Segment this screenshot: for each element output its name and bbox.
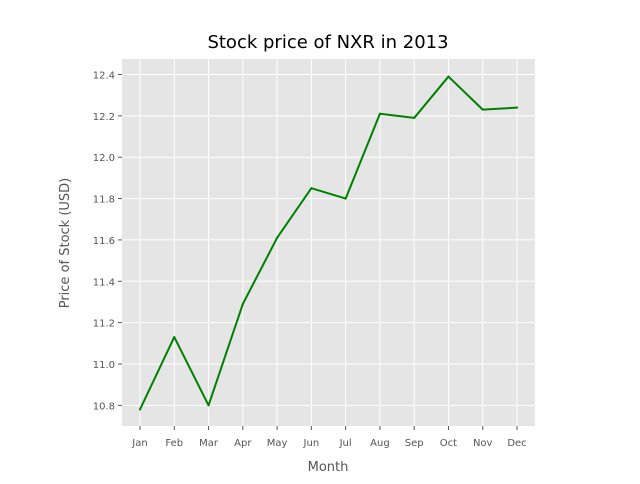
- data-point: [447, 75, 450, 78]
- data-point: [241, 303, 244, 306]
- x-tick-label: Jan: [131, 438, 147, 449]
- x-tick-label: Feb: [165, 438, 183, 449]
- y-tick-label: 12.4: [93, 71, 115, 82]
- data-point: [378, 112, 381, 115]
- y-axis-label: Price of Stock (USD): [58, 178, 73, 309]
- x-tick-label: Aug: [370, 438, 390, 449]
- data-point: [344, 197, 347, 200]
- x-tick-label: Mar: [199, 438, 219, 449]
- x-tick-label: Dec: [507, 438, 526, 449]
- data-points: [139, 75, 518, 411]
- grid-lines: [122, 59, 535, 426]
- data-point: [310, 187, 313, 190]
- x-tick-label: Nov: [473, 438, 493, 449]
- x-tick-label: Jul: [339, 438, 352, 449]
- data-point: [207, 404, 210, 407]
- y-tick-label: 11.0: [93, 360, 115, 371]
- data-point: [139, 408, 141, 411]
- data-point: [276, 236, 279, 239]
- y-tick-label: 12.0: [93, 153, 115, 164]
- y-tick-label: 12.2: [93, 112, 115, 123]
- x-tick-label: Sep: [405, 438, 424, 449]
- axis-ticks: Jan Feb Mar Apr May Jun Jul Aug Sep Oct Nov Dec 10.8…: [93, 71, 527, 449]
- x-tick-label: Oct: [440, 438, 457, 449]
- y-tick-label: 10.8: [93, 401, 115, 412]
- y-tick-label: 11.6: [93, 236, 115, 247]
- x-tick-label: Apr: [234, 438, 252, 449]
- chart-title: Stock price of NXR in 2013: [207, 32, 448, 53]
- x-tick-label: May: [267, 438, 288, 449]
- data-point: [413, 116, 416, 119]
- x-axis-label: Month: [308, 460, 349, 475]
- y-tick-label: 11.8: [93, 195, 115, 206]
- data-point: [173, 336, 176, 339]
- x-tick-label: Jun: [303, 438, 320, 449]
- y-tick-label: 11.4: [93, 277, 115, 288]
- y-tick-label: 11.2: [93, 319, 115, 330]
- series-line: [139, 75, 518, 411]
- plot-area: [122, 59, 535, 426]
- data-point: [516, 106, 518, 109]
- data-point: [481, 108, 484, 111]
